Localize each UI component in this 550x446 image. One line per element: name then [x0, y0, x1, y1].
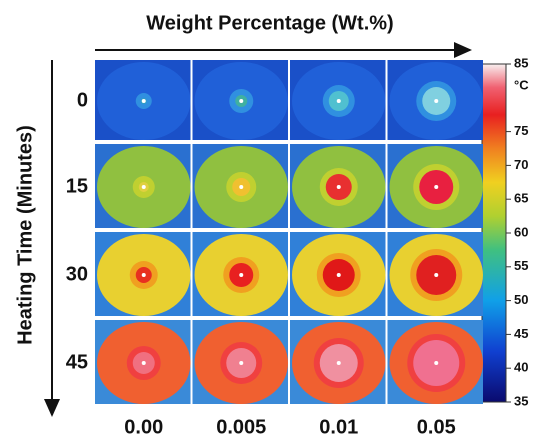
x-title: Weight Percentage (Wt.%) [146, 12, 393, 34]
column-label: 0.05 [417, 416, 456, 438]
center [141, 273, 146, 277]
image-grid [95, 60, 483, 404]
center [239, 361, 244, 365]
center [336, 361, 341, 365]
column-label: 0.01 [319, 416, 358, 438]
center [141, 99, 146, 103]
y-title: Heating Time (Minutes) [14, 125, 36, 345]
row-label: 0 [77, 89, 88, 111]
center [336, 273, 341, 277]
colorbar-unit: °C [514, 77, 529, 92]
center [141, 185, 146, 189]
colorbar-tick-label: 85 [514, 55, 528, 70]
colorbar [481, 63, 507, 403]
colorbar-tick-label: 40 [514, 360, 528, 375]
column-label: 0.00 [124, 416, 163, 438]
center [239, 273, 244, 277]
colorbar-tick-label: 35 [514, 393, 528, 408]
center [434, 185, 439, 189]
colorbar-tick-label: 60 [514, 224, 528, 239]
row-label: 45 [66, 351, 88, 373]
colorbar-tick-label: 70 [514, 157, 528, 172]
center [336, 185, 341, 189]
center [434, 99, 439, 103]
row-label: 15 [66, 175, 88, 197]
colorbar-tick-label: 50 [514, 292, 528, 307]
row-label: 30 [66, 263, 88, 285]
colorbar-tick-label: 55 [514, 258, 528, 273]
colorbar-tick-label: 65 [514, 191, 528, 206]
center [239, 99, 244, 103]
center [434, 361, 439, 365]
colorbar-tick-label: 75 [514, 123, 528, 138]
center [239, 185, 244, 189]
colorbar-tick-label: 45 [514, 326, 528, 341]
center [336, 99, 341, 103]
center [141, 361, 146, 365]
center [434, 273, 439, 277]
column-label: 0.005 [216, 416, 266, 438]
